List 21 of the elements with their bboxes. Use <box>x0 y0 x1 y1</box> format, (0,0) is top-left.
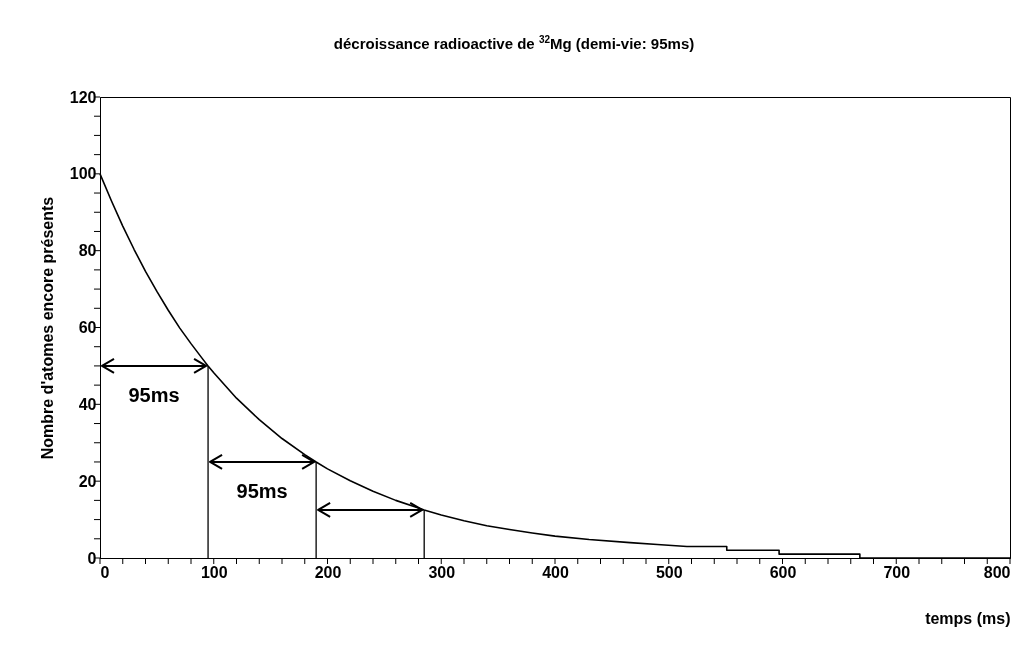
y-tick-label: 120 <box>69 88 97 106</box>
y-tick-label: 60 <box>78 319 97 336</box>
annotation: 95ms <box>236 479 288 502</box>
x-tick-label: 700 <box>883 563 911 581</box>
x-tick-label: 100 <box>200 563 228 581</box>
y-tick-label: 0 <box>87 549 97 567</box>
x-axis-title: temps (ms) <box>925 609 1011 627</box>
x-tick-label: 0 <box>100 563 110 581</box>
y-tick-label: 20 <box>78 472 97 490</box>
chart-title: décroissance radioactive de $^{32}$Mg (demi-vie: 95ms) <box>332 34 696 52</box>
x-tick-label: 500 <box>655 563 683 581</box>
y-tick-label: 40 <box>78 395 97 413</box>
y-axis-title: Nombre d'atomes encore présents <box>38 196 56 460</box>
y-tick-label: 100 <box>69 165 97 183</box>
annotation: 95ms <box>128 383 180 406</box>
x-tick-label: 600 <box>769 563 797 581</box>
y-tick-label: 80 <box>78 242 97 260</box>
x-tick-label: 800 <box>983 563 1011 581</box>
x-tick-label: 300 <box>428 563 456 581</box>
x-tick-label: 400 <box>542 563 569 581</box>
x-tick-label: 200 <box>314 563 342 581</box>
